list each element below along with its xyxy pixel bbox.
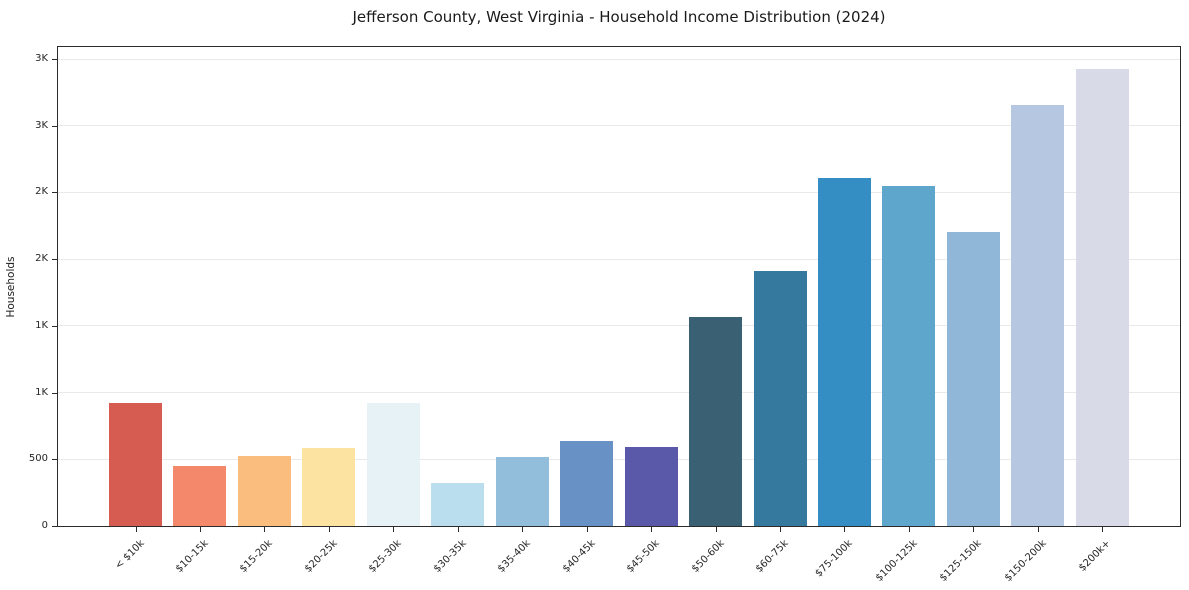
x-tick-mark (844, 527, 846, 532)
y-tick-mark (52, 526, 57, 527)
x-tick-mark (135, 527, 137, 532)
y-tick-mark (52, 459, 57, 461)
bar-14 (946, 232, 1000, 526)
bar-6 (431, 483, 485, 526)
bar-9 (624, 446, 678, 526)
x-tick-mark (264, 527, 266, 532)
gridline (58, 191, 1180, 193)
y-tick-mark (52, 325, 57, 327)
y-tick-label: 1K (35, 319, 48, 331)
y-tick-label: 1K (35, 386, 48, 398)
plot-area (57, 46, 1181, 527)
x-tick-mark (908, 527, 910, 532)
y-tick-label: 500 (28, 453, 48, 465)
bar-10 (689, 316, 743, 526)
bar-5 (366, 402, 420, 526)
y-tick-mark (52, 125, 57, 127)
x-tick-mark (457, 527, 459, 532)
gridline (58, 458, 1180, 460)
gridline (58, 125, 1180, 127)
x-tick-mark (393, 527, 395, 532)
y-tick-mark (52, 192, 57, 194)
y-tick-label: 3K (35, 119, 48, 131)
x-tick-mark (522, 527, 524, 532)
y-tick-label: 2K (35, 253, 48, 265)
gridline (58, 392, 1180, 394)
bar-1 (109, 402, 162, 526)
bar-15 (1011, 105, 1065, 526)
bar-12 (817, 177, 871, 526)
y-tick-label: 0 (41, 520, 48, 531)
gridline (58, 325, 1180, 327)
gridline (58, 58, 1180, 60)
x-tick-mark (586, 527, 588, 532)
y-tick-label: 3K (35, 53, 48, 64)
bar-16 (1075, 69, 1129, 526)
x-tick-mark (1102, 527, 1104, 532)
x-tick-mark (973, 527, 975, 532)
gridline (58, 258, 1180, 260)
bar-3 (237, 455, 291, 526)
bar-7 (495, 456, 549, 526)
x-tick-mark (199, 527, 201, 532)
bar-11 (753, 271, 807, 526)
chart-title: Jefferson County, West Virginia - Househ… (352, 8, 886, 26)
x-tick-mark (328, 527, 330, 532)
x-tick-mark (715, 527, 717, 532)
x-tick-label: < $10k (112, 538, 147, 572)
y-tick-mark (52, 259, 57, 261)
y-tick-mark (52, 392, 57, 394)
y-tick-label: 2K (35, 186, 48, 198)
x-tick-mark (651, 527, 653, 532)
x-tick-mark (1037, 527, 1039, 532)
bar-4 (302, 447, 356, 526)
x-tick-mark (780, 527, 781, 532)
bar-13 (882, 186, 936, 526)
bar-8 (560, 441, 614, 526)
y-tick-mark (52, 59, 57, 60)
bar-2 (173, 466, 227, 526)
